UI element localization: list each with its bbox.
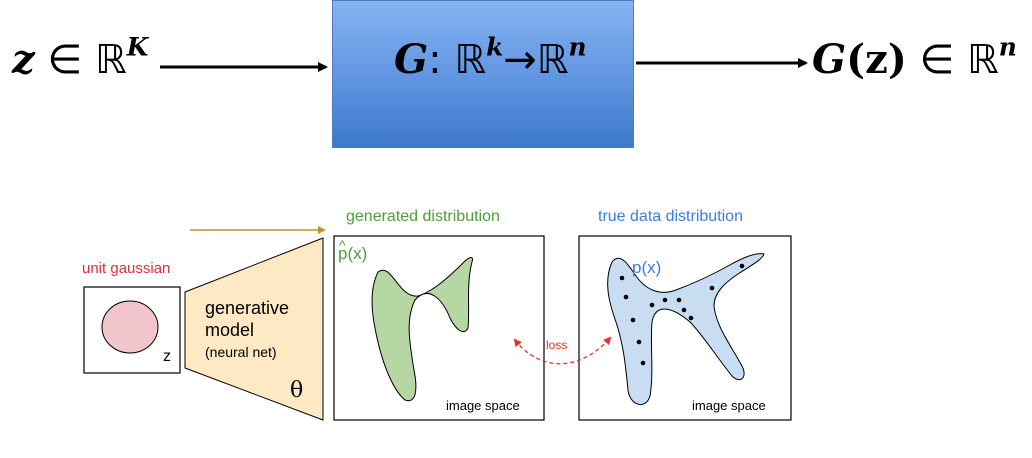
flow-arrow-head	[318, 226, 326, 234]
data-point	[709, 285, 715, 291]
unit-gaussian-label: unit gaussian	[82, 260, 171, 277]
output-fn: G	[812, 36, 847, 83]
element-of-symbol: ∈	[34, 37, 95, 83]
output-arg: (z)	[846, 36, 907, 83]
generated-distribution-box	[333, 235, 545, 421]
output-space-symbol: ℝ	[967, 37, 999, 83]
generative-model-shape	[184, 237, 324, 421]
image-space-label-2: image space	[692, 398, 766, 413]
data-point	[640, 360, 646, 366]
mapping-expr: G: ℝk→ℝn	[394, 32, 587, 83]
data-point	[649, 302, 655, 308]
real-space-symbol: ℝ	[95, 37, 127, 83]
mapping-fn: G	[394, 36, 429, 83]
generated-blob	[371, 257, 473, 402]
data-point	[630, 317, 636, 323]
generated-distribution-title: generated distribution	[346, 208, 500, 225]
z-label: z	[163, 348, 171, 365]
true-blob	[607, 253, 765, 405]
latent-dim: K	[126, 32, 149, 62]
gaussian-blob	[101, 300, 159, 354]
data-point	[739, 263, 745, 269]
generative-model-line-2: model	[205, 320, 255, 340]
data-point	[676, 297, 682, 303]
codomain-symbol: ℝ	[536, 37, 569, 83]
loss-label: loss	[546, 338, 568, 352]
mapping-colon: :	[428, 37, 455, 83]
p-hat-label: p(x)	[338, 244, 368, 263]
latent-var: z	[12, 36, 35, 83]
data-point	[688, 315, 694, 321]
latent-input-expr: z ∈ ℝK	[12, 32, 149, 83]
p-hat-hat: ^	[339, 237, 346, 253]
theta-label: θ	[290, 378, 304, 403]
image-space-label-1: image space	[446, 398, 520, 413]
data-point	[636, 339, 642, 345]
generative-model-line-3: (neural net)	[205, 344, 277, 360]
output-dim: n	[998, 32, 1017, 62]
maps-to-arrow: →	[503, 37, 537, 83]
generator-box	[332, 0, 634, 148]
data-point	[623, 294, 629, 300]
data-point	[681, 307, 687, 313]
codomain-dim: n	[568, 32, 587, 62]
output-element-of: ∈	[906, 37, 968, 83]
domain-symbol: ℝ	[454, 37, 487, 83]
data-point	[619, 275, 625, 281]
p-label: p(x)	[632, 258, 662, 277]
output-expr: G(z) ∈ ℝn	[812, 32, 1017, 83]
true-distribution-title: true data distribution	[598, 208, 743, 225]
generative-model-line-1: generative	[205, 298, 290, 318]
data-point	[662, 297, 668, 303]
domain-dim: k	[486, 32, 504, 62]
data-points	[619, 263, 745, 366]
